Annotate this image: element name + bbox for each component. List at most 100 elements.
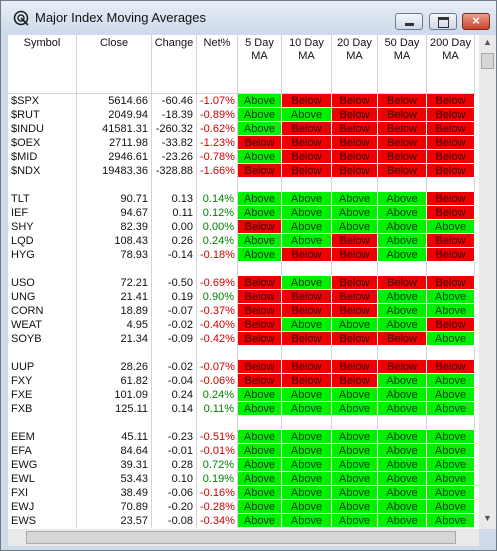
ma-status: Below (282, 150, 332, 164)
ma-status: Above (427, 402, 475, 416)
column-header: 5 Day MA (238, 35, 282, 94)
close: 2711.98 (77, 136, 152, 150)
symbol: FXY (8, 374, 77, 388)
blank-cell (427, 346, 475, 360)
close: 5614.66 (77, 94, 152, 108)
change: -260.32 (152, 122, 197, 136)
ma-status: Above (282, 458, 332, 472)
ma-status: Below (378, 332, 427, 346)
change: 0.00 (152, 220, 197, 234)
ma-status: Below (332, 360, 378, 374)
ma-status: Above (238, 514, 282, 528)
ma-status: Below (378, 164, 427, 178)
ma-status: Above (378, 430, 427, 444)
ma-status: Below (427, 360, 475, 374)
column-header: Net% (197, 35, 238, 94)
close: 70.89 (77, 500, 152, 514)
ma-status: Below (332, 332, 378, 346)
vertical-scrollbar[interactable]: ▲ ▼ (479, 35, 496, 529)
net-percent: 0.24% (197, 388, 238, 402)
ma-status: Above (378, 234, 427, 248)
blank-cell (427, 262, 475, 276)
ma-status: Above (332, 206, 378, 220)
symbol: UUP (8, 360, 77, 374)
ma-status: Below (282, 248, 332, 262)
net-percent: -1.66% (197, 164, 238, 178)
blank-cell (197, 346, 238, 360)
ma-status: Above (238, 402, 282, 416)
ma-status: Below (427, 206, 475, 220)
ma-status: Below (282, 136, 332, 150)
ma-status: Above (238, 206, 282, 220)
ma-status: Above (238, 122, 282, 136)
close-button[interactable]: × (462, 13, 490, 30)
header-text: Net% (203, 37, 231, 49)
change: 0.26 (152, 234, 197, 248)
close: 41581.31 (77, 122, 152, 136)
close: 82.39 (77, 220, 152, 234)
close: 61.82 (77, 374, 152, 388)
app-icon (13, 10, 29, 26)
ma-status: Above (238, 150, 282, 164)
symbol: TLT (8, 192, 77, 206)
symbol: IEF (8, 206, 77, 220)
close: 21.34 (77, 332, 152, 346)
ma-status: Above (282, 220, 332, 234)
close: 28.26 (77, 360, 152, 374)
header-text: Change (154, 37, 194, 49)
close: 72.21 (77, 276, 152, 290)
ma-status: Above (427, 220, 475, 234)
ma-status: Above (378, 458, 427, 472)
ma-status: Above (238, 500, 282, 514)
ma-status: Below (378, 108, 427, 122)
blank-cell (332, 346, 378, 360)
ma-status: Below (238, 290, 282, 304)
net-percent: 0.19% (197, 472, 238, 486)
ma-status: Above (332, 444, 378, 458)
symbol: LQD (8, 234, 77, 248)
close: 2946.61 (77, 150, 152, 164)
net-percent: -0.01% (197, 444, 238, 458)
close: 108.43 (77, 234, 152, 248)
ma-status: Above (332, 458, 378, 472)
ma-status: Above (427, 374, 475, 388)
net-percent: 0.12% (197, 206, 238, 220)
ma-status: Below (238, 276, 282, 290)
header-text: 5 Day (245, 37, 274, 49)
change: 0.24 (152, 388, 197, 402)
maximize-button[interactable] (429, 13, 457, 30)
net-percent: -0.69% (197, 276, 238, 290)
change: -0.08 (152, 514, 197, 528)
column-header: 200 Day MA (427, 35, 475, 94)
ma-status: Above (238, 192, 282, 206)
ma-status: Above (332, 220, 378, 234)
ma-status: Above (238, 108, 282, 122)
ma-status: Below (282, 374, 332, 388)
ma-status: Below (427, 248, 475, 262)
ma-status: Below (378, 122, 427, 136)
horizontal-scrollbar[interactable] (8, 529, 479, 546)
ma-status: Above (282, 234, 332, 248)
ma-status: Above (238, 388, 282, 402)
minimize-button[interactable] (395, 13, 423, 30)
ma-status: Above (282, 500, 332, 514)
net-percent: -0.37% (197, 304, 238, 318)
net-percent: 0.24% (197, 234, 238, 248)
ma-status: Above (282, 276, 332, 290)
close: 94.67 (77, 206, 152, 220)
blank-cell (282, 262, 332, 276)
header-text: 200 Day (430, 37, 471, 49)
ma-status: Below (332, 94, 378, 108)
net-percent: 0.14% (197, 192, 238, 206)
ma-status: Above (282, 430, 332, 444)
symbol: FXI (8, 486, 77, 500)
blank-cell (332, 178, 378, 192)
blank-cell (8, 262, 77, 276)
change: -0.07 (152, 304, 197, 318)
ma-status: Below (427, 164, 475, 178)
symbol: $OEX (8, 136, 77, 150)
net-percent: 0.00% (197, 220, 238, 234)
ma-status: Below (378, 94, 427, 108)
ma-status: Below (238, 374, 282, 388)
